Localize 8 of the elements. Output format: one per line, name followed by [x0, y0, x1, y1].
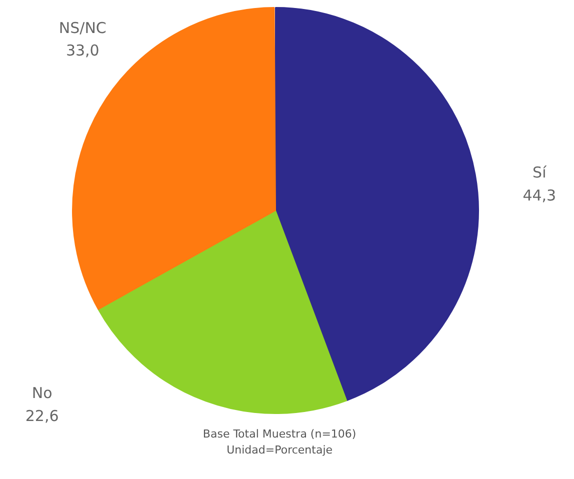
- text: Unidad=Porcentaje: [226, 444, 333, 457]
- data-label: 22,6: [25, 407, 59, 426]
- slice-label: No: [32, 384, 52, 402]
- slice-label: NS/NC: [58, 18, 106, 37]
- text: Base Total Muestra (n=106): [202, 427, 356, 440]
- data-label: 33,0: [66, 42, 100, 60]
- data-label: 44,3: [522, 186, 556, 204]
- slice-label: Sí: [532, 164, 548, 182]
